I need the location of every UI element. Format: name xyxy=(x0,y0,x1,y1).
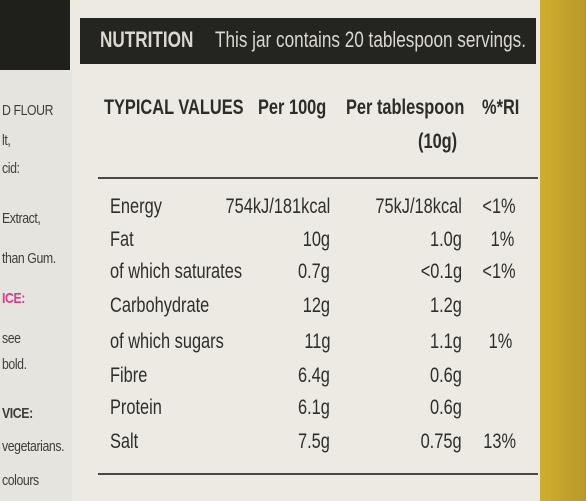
column-per-100g: Per 100g xyxy=(258,96,327,119)
row-pertbsp: 0.75g xyxy=(421,430,462,453)
row-pertbsp: 1.0g xyxy=(430,228,462,251)
nutrition-subtitle: This jar contains 20 tablespoon servings… xyxy=(215,27,526,52)
row-pertbsp: <0.1g xyxy=(420,260,462,283)
nutrition-title: NUTRITION xyxy=(100,27,194,52)
row-ri: <1% xyxy=(482,260,516,283)
row-per100: 6.4g xyxy=(298,364,330,387)
fragment-text: vegetarians. xyxy=(2,438,65,455)
row-label: Salt xyxy=(110,430,139,453)
left-dark-panel xyxy=(0,0,70,72)
column-typical-values: TYPICAL VALUES xyxy=(104,96,244,119)
row-pertbsp: 0.6g xyxy=(430,396,462,419)
fragment-text: ICE: xyxy=(2,290,25,307)
row-label: Fibre xyxy=(110,364,148,387)
row-ri: <1% xyxy=(482,195,516,218)
row-ri: 1% xyxy=(488,330,512,353)
nutrition-header-bar xyxy=(80,18,536,64)
fragment-text: D FLOUR xyxy=(2,102,54,119)
column-per-tablespoon: Per tablespoon xyxy=(346,96,465,119)
fragment-text: VICE: xyxy=(2,405,33,422)
row-per100: 10g xyxy=(302,228,330,251)
ingredients-strip xyxy=(0,70,72,501)
row-label: of which sugars xyxy=(110,330,224,353)
row-label: Energy xyxy=(110,195,162,218)
row-label: Fat xyxy=(110,228,134,251)
fragment-text: than Gum. xyxy=(2,250,56,267)
table-rule-bottom xyxy=(98,473,538,475)
table-rule-top xyxy=(98,177,538,179)
row-per100: 7.5g xyxy=(298,430,330,453)
row-per100: 11g xyxy=(303,330,330,353)
column-per-tablespoon-serving: (10g) xyxy=(418,130,458,153)
row-per100: 12g xyxy=(302,294,330,317)
row-pertbsp: 1.2g xyxy=(430,294,462,317)
row-label: Protein xyxy=(110,396,162,419)
fragment-text: colours xyxy=(2,472,39,489)
row-pertbsp: 1.1g xyxy=(430,330,462,353)
row-pertbsp: 0.6g xyxy=(430,364,462,387)
fragment-text: see xyxy=(2,330,21,347)
fragment-text: bold. xyxy=(2,356,27,373)
row-label: Carbohydrate xyxy=(110,294,210,317)
column-ri: %*RI xyxy=(482,96,520,119)
fragment-text: Extract, xyxy=(2,210,41,227)
row-pertbsp: 75kJ/18kcal xyxy=(375,195,462,218)
row-per100: 0.7g xyxy=(298,260,330,283)
nutrition-label xyxy=(60,0,540,501)
fragment-text: lt, xyxy=(2,132,11,149)
row-per100: 754kJ/181kcal xyxy=(225,195,330,218)
row-label: of which saturates xyxy=(110,260,243,283)
row-ri: 1% xyxy=(490,228,514,251)
row-ri: 13% xyxy=(483,430,516,453)
row-per100: 6.1g xyxy=(298,396,330,419)
fragment-text: cid: xyxy=(2,160,20,177)
